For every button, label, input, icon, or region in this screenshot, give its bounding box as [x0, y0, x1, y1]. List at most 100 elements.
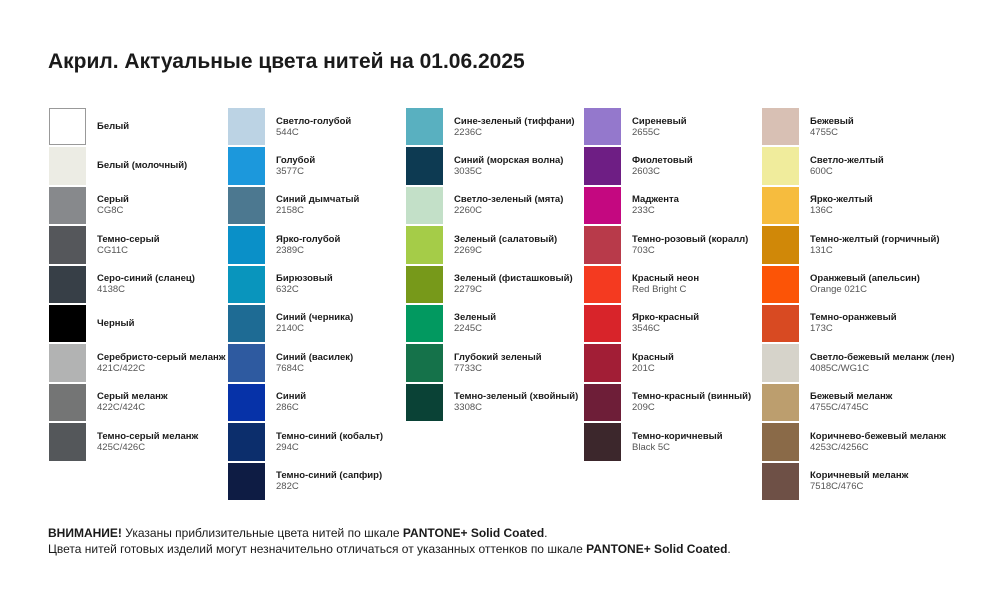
color-swatch — [406, 383, 443, 422]
pantone-code: 2158C — [276, 205, 304, 217]
color-item: Серебристо-серый меланж 421C/422C — [49, 344, 227, 383]
color-swatch — [406, 147, 443, 185]
color-name: Бежевый меланж — [810, 391, 893, 403]
color-item: Коричневый меланж 7518C/476C — [762, 462, 940, 502]
pantone-code: 209C — [632, 402, 655, 414]
color-swatch — [49, 423, 86, 461]
pantone-brand: PANTONE+ Solid Coated — [402, 526, 545, 540]
color-swatch — [49, 147, 86, 185]
color-name: Черный — [97, 317, 135, 329]
color-item: Светло-голубой 544C — [228, 108, 406, 147]
pantone-code: 136C — [810, 205, 833, 217]
color-name: Темно-серый меланж — [97, 430, 199, 442]
color-item: Темно-синий (сапфир) 282C — [228, 462, 406, 502]
pantone-code: CG8C — [97, 205, 124, 217]
color-item: Темно-красный (винный) 209C — [584, 383, 762, 423]
pantone-code: 4253C/4256C — [810, 441, 869, 453]
color-name: Голубой — [276, 154, 316, 166]
pantone-code: 2269C — [454, 244, 482, 256]
footer-text: Указаны приблизительные цвета нитей по ш… — [121, 526, 403, 540]
pantone-code: 294C — [276, 441, 299, 453]
pantone-code: 131C — [810, 244, 833, 256]
color-swatch — [406, 226, 443, 264]
pantone-code: 3308C — [454, 402, 482, 414]
color-name: Фиолетовый — [632, 154, 693, 166]
color-swatch — [228, 304, 265, 343]
color-item: Светло-бежевый меланж (лен) 4085C/WG1C — [762, 344, 955, 383]
color-item: Светло-зеленый (мята) 2260C — [406, 186, 584, 226]
color-swatch — [762, 462, 799, 500]
pantone-code: 703C — [632, 244, 655, 256]
pantone-code: 2260C — [454, 205, 482, 217]
color-name: Серебристо-серый меланж — [97, 351, 226, 363]
color-swatch — [228, 186, 265, 225]
color-item: Сиреневый 2655C — [584, 108, 762, 147]
color-name: Красный — [632, 351, 674, 363]
color-item: Голубой 3577C — [228, 147, 406, 186]
color-item: Сине-зеленый (тиффани) 2236C — [406, 108, 584, 147]
color-item: Темно-розовый (коралл) 703C — [584, 226, 762, 265]
color-swatch — [584, 423, 621, 461]
color-item: Темно-синий (кобальт) 294C — [228, 423, 406, 462]
color-item: Зеленый 2245C — [406, 304, 584, 344]
color-column: Бежевый 4755C Светло-желтый 600C Ярко-желт… — [762, 108, 955, 502]
color-name: Серый меланж — [97, 391, 168, 403]
footer-text: Цвета нитей готовых изделий могут незнач… — [48, 542, 587, 556]
pantone-code: 282C — [276, 481, 299, 493]
color-name: Синий (морская волна) — [454, 154, 564, 166]
pantone-code: 2236C — [454, 126, 482, 138]
color-item: Ярко-красный 3546C — [584, 304, 762, 344]
color-item: Красный 201C — [584, 344, 762, 383]
page-title: Акрил. Актуальные цвета нитей на 01.06.2… — [48, 50, 525, 73]
color-name: Серо-синий (сланец) — [97, 273, 195, 285]
color-column: Белый Белый (молочный) Серый CG8C Темно-с… — [49, 108, 227, 463]
color-item: Оранжевый (апельсин) Orange 021C — [762, 265, 940, 305]
color-name: Сиреневый — [632, 115, 687, 127]
color-swatch — [762, 265, 799, 303]
pantone-brand: PANTONE+ Solid Coated — [586, 542, 728, 556]
color-swatch — [762, 226, 799, 264]
pantone-code: 2279C — [454, 284, 482, 296]
color-name: Синий — [276, 391, 307, 403]
color-name: Светло-зеленый (мята) — [454, 194, 564, 206]
color-name: Белый — [97, 121, 130, 132]
color-swatch — [406, 186, 443, 225]
color-name: Светло-голубой — [276, 115, 352, 127]
color-swatch — [762, 186, 799, 225]
color-item: Серый меланж 422C/424C — [49, 383, 227, 423]
color-column: Сиреневый 2655C Фиолетовый 2603C Маджента 2… — [584, 108, 762, 463]
color-swatch — [228, 383, 265, 422]
color-item: Бежевый меланж 4755C/4745C — [762, 383, 940, 423]
color-item: Белый (молочный) — [49, 147, 227, 186]
color-swatch — [49, 186, 86, 225]
color-item: Бирюзовый 632C — [228, 265, 406, 305]
color-name: Коричневый меланж — [810, 470, 909, 482]
color-swatch — [584, 226, 621, 264]
color-name: Красный неон — [632, 273, 700, 285]
color-item: Бежевый 4755C — [762, 108, 940, 147]
pantone-code: 7518C/476C — [810, 481, 864, 493]
color-item: Синий (василек) 7684C — [228, 344, 406, 383]
color-swatch — [584, 147, 621, 185]
warning-label: ВНИМАНИЕ! — [48, 526, 122, 540]
color-name: Глубокий зеленый — [454, 351, 542, 363]
pantone-code: 3035C — [454, 165, 482, 177]
color-swatch — [406, 265, 443, 303]
color-name: Темно-коричневый — [632, 430, 723, 442]
color-name: Темно-серый — [97, 233, 160, 245]
color-swatch — [49, 344, 86, 382]
pantone-code: 2389C — [276, 244, 304, 256]
color-item: Серо-синий (сланец) 4138C — [49, 265, 227, 305]
color-name: Темно-синий (сапфир) — [276, 470, 383, 482]
pantone-code: 7733C — [454, 362, 482, 374]
color-swatch — [584, 344, 621, 382]
color-item: Коричнево-бежевый меланж 4253C/4256C — [762, 423, 946, 462]
color-name: Зеленый — [454, 312, 497, 324]
color-swatch — [584, 383, 621, 422]
color-swatch — [228, 108, 265, 146]
color-column: Светло-голубой 544C Голубой 3577C Синий ды… — [228, 108, 406, 502]
color-item: Светло-желтый 600C — [762, 147, 940, 186]
color-swatch — [584, 186, 621, 225]
pantone-code: 425C/426C — [97, 441, 146, 453]
color-item: Серый CG8C — [49, 186, 227, 226]
